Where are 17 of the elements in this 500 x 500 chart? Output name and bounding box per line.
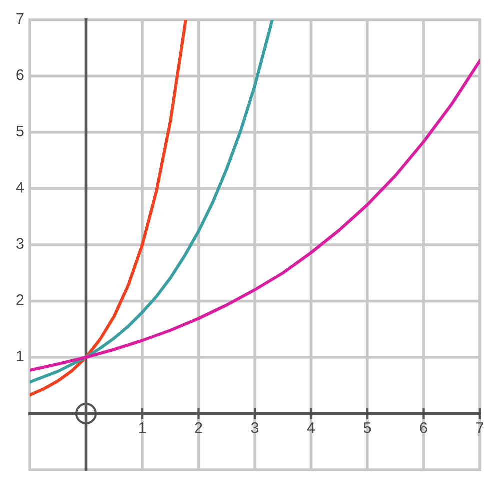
x-tick-label: 5 [364, 422, 372, 434]
x-tick-label: 3 [251, 422, 259, 434]
line-series [30, 20, 274, 384]
y-tick-label: 5 [16, 126, 24, 137]
line-series [30, 60, 480, 372]
x-tick-label: 7 [476, 422, 484, 434]
x-tick-label: 4 [307, 422, 316, 434]
x-tick-label: 1 [139, 422, 146, 434]
y-tick-label: 6 [16, 70, 24, 80]
line-series [30, 20, 188, 397]
y-tick-label: 4 [16, 182, 24, 193]
y-tick-label: 2 [16, 294, 24, 306]
x-tick-label: 6 [420, 422, 428, 434]
y-tick-label: 3 [16, 238, 24, 250]
y-tick-label: 1 [17, 350, 24, 362]
x-tick-label: 2 [195, 422, 202, 434]
y-tick-label: 7 [16, 13, 24, 24]
